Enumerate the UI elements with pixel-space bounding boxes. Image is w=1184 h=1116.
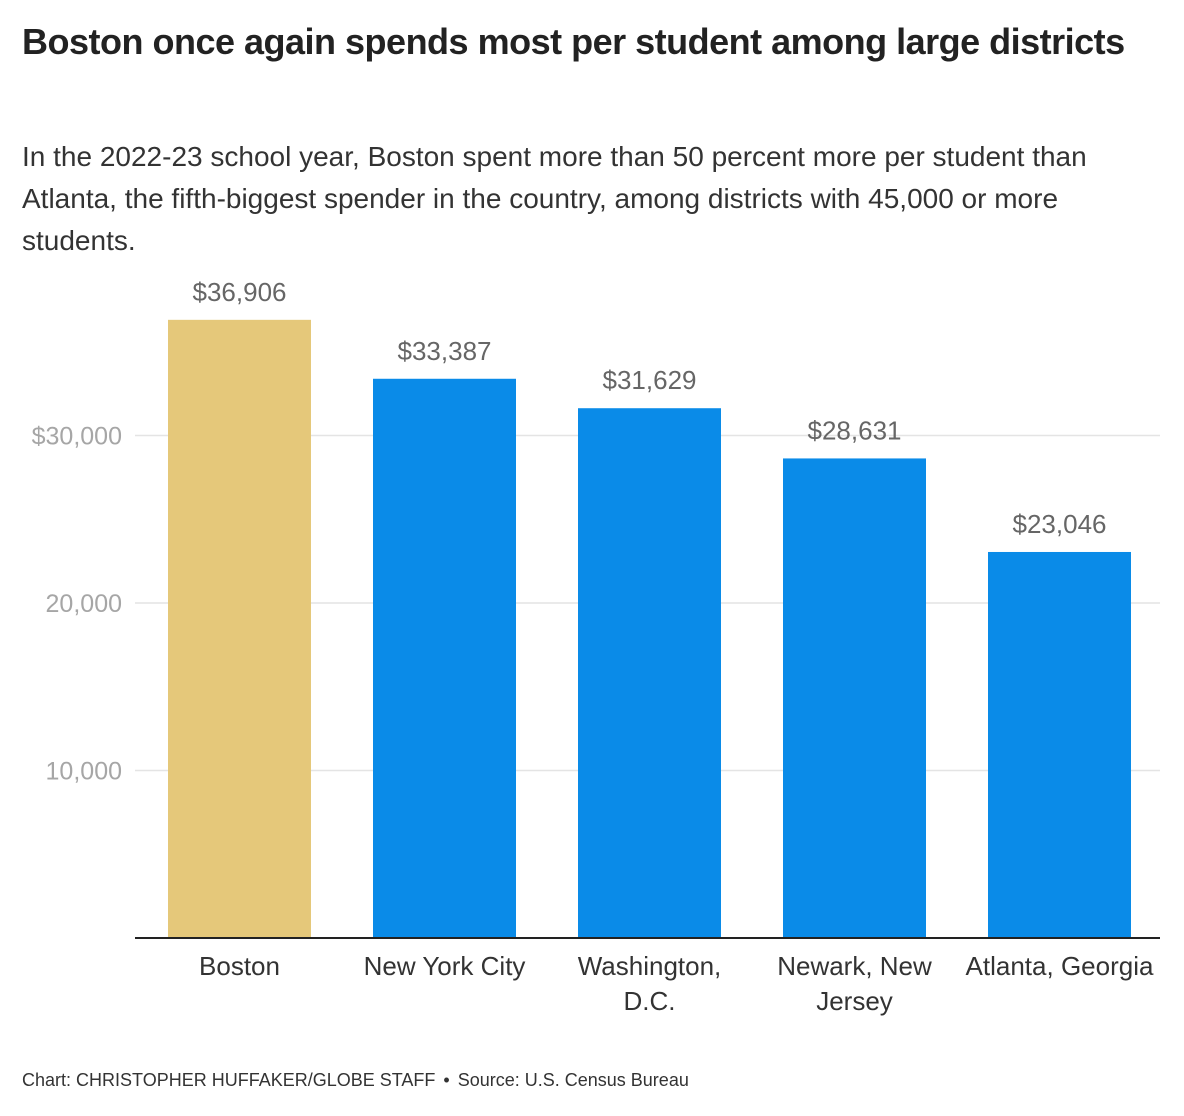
value-label: $36,906 <box>193 277 287 307</box>
bar <box>783 458 926 938</box>
credit-text: Chart: CHRISTOPHER HUFFAKER/GLOBE STAFF <box>22 1070 436 1090</box>
source-text: Source: U.S. Census Bureau <box>457 1070 689 1090</box>
bars <box>168 319 1131 939</box>
y-tick-label: 10,000 <box>46 758 122 786</box>
y-axis-ticks: 10,000 20,000 $30,000 <box>32 423 122 786</box>
value-label: $23,046 <box>1013 509 1107 539</box>
y-tick-label: $30,000 <box>32 423 122 451</box>
category-label: Washington, <box>578 951 722 981</box>
chart-subtitle: In the 2022-23 school year, Boston spent… <box>22 141 1087 256</box>
category-label: Jersey <box>816 986 893 1016</box>
category-label: Boston <box>199 951 280 981</box>
chart-footer: Chart: CHRISTOPHER HUFFAKER/GLOBE STAFF •… <box>22 1070 689 1091</box>
value-label: $31,629 <box>603 365 697 395</box>
bar <box>988 551 1131 938</box>
category-label: Newark, New <box>777 951 932 981</box>
category-label: Atlanta, Georgia <box>966 951 1154 981</box>
category-label: D.C. <box>624 986 676 1016</box>
bar-chart: 10,000 20,000 $30,000 $36,906 $33,387 $31,62… <box>32 277 1160 1016</box>
category-label: New York City <box>364 951 526 981</box>
value-labels: $36,906 $33,387 $31,629 $28,631 $23,046 <box>193 277 1107 539</box>
bar <box>168 319 311 939</box>
chart-title: Boston once again spends most per studen… <box>22 21 1125 62</box>
value-label: $28,631 <box>808 415 902 445</box>
x-axis-categories: Boston New York City Washington, D.C. Newark… <box>199 951 1154 1016</box>
value-label: $33,387 <box>398 336 492 366</box>
bar <box>578 408 721 938</box>
bar <box>373 378 516 938</box>
separator-bullet: • <box>443 1070 450 1090</box>
y-tick-label: 20,000 <box>46 590 122 618</box>
